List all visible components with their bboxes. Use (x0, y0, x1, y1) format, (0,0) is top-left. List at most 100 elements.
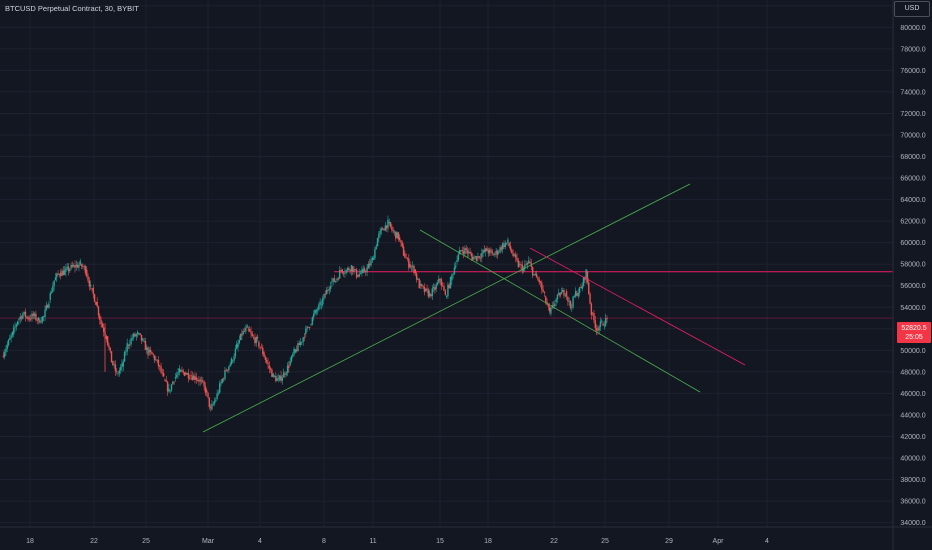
time-tick-label: 25 (142, 538, 150, 545)
descending-resistance-trendline (529, 247, 746, 366)
candle-body (232, 360, 234, 362)
candle-body (366, 267, 368, 273)
candle-body (241, 333, 243, 336)
candle-body (99, 315, 101, 320)
candle-body (2, 355, 5, 357)
candle-body (477, 256, 479, 258)
time-axis[interactable]: 18 22 25 Mar 4 8 11 15 18 22 25 29 Apr 4 (0, 526, 932, 545)
candle-body (119, 367, 122, 371)
candle-body (160, 366, 162, 373)
candle-body (453, 267, 456, 274)
candle-body (112, 361, 114, 365)
candle-body (541, 282, 543, 290)
candle-body (508, 242, 510, 246)
candle-body (488, 249, 491, 254)
candle-body (16, 321, 19, 325)
time-tick-label: 8 (322, 538, 326, 545)
candle-body (125, 351, 127, 353)
time-tick-label: Apr (713, 538, 725, 545)
candle-body (342, 272, 345, 274)
candle-body (331, 281, 333, 283)
candle-body (603, 325, 606, 327)
candle-body (365, 271, 367, 273)
symbol-title[interactable]: BTCUSD Perpetual Contract, 30, BYBIT (5, 4, 139, 13)
candle-body (604, 318, 607, 326)
time-tick-label: 22 (90, 538, 98, 545)
candle-body (198, 380, 200, 382)
price-tick-label: 80000.0 (900, 25, 925, 32)
candle-body (573, 296, 576, 298)
candle-body (486, 248, 488, 251)
candle-body (219, 383, 221, 393)
candle-body (290, 356, 293, 362)
time-tick-label: 4 (258, 538, 262, 545)
candle-body (542, 289, 544, 292)
candle-body (181, 369, 183, 371)
candle-body (146, 347, 148, 351)
candle-body (228, 366, 230, 371)
candle-body (147, 347, 149, 356)
price-tick-label: 58000.0 (900, 262, 925, 269)
candle-body (597, 328, 599, 331)
candle-body (264, 357, 267, 360)
candle-body (143, 341, 145, 342)
candle-body (419, 283, 422, 286)
candle-body (284, 374, 286, 375)
price-tick-label: 66000.0 (900, 176, 925, 183)
candle-body (74, 265, 76, 268)
candle-body (49, 293, 51, 300)
candle-body (298, 343, 300, 346)
currency-button[interactable]: USD (894, 1, 930, 17)
candle-body (130, 338, 132, 345)
candle-body (524, 264, 526, 269)
candle-body (123, 352, 126, 362)
horizontal-lines[interactable] (0, 271, 893, 319)
candle-body (251, 333, 254, 337)
candle-body (332, 278, 334, 282)
candle-body (483, 249, 486, 252)
candle-body (196, 379, 199, 381)
candle-body (233, 356, 235, 361)
candle-body (41, 316, 44, 322)
candle-body (496, 250, 499, 256)
candle-body (402, 246, 405, 256)
candle-body (212, 403, 214, 405)
candle-body (204, 386, 207, 393)
candle-body (191, 376, 194, 380)
candle-body (408, 258, 410, 268)
candle-body (355, 269, 358, 278)
price-axis[interactable]: 34000.0 36000.0 38000.0 40000.0 42000.0 44000… (892, 0, 926, 550)
candle-body (95, 301, 97, 305)
candle-body (78, 264, 80, 268)
candle-body (555, 299, 557, 302)
price-tick-label: 46000.0 (900, 391, 925, 398)
candle-body (382, 228, 384, 230)
candle-body (391, 226, 393, 230)
candle-body (132, 333, 135, 338)
candle-body (235, 344, 238, 349)
candle-body (189, 378, 191, 380)
candle-body (535, 273, 538, 278)
candle-body (481, 253, 483, 258)
candle-body (101, 323, 104, 328)
candle-body (443, 286, 445, 291)
candle-body (375, 246, 377, 250)
candle-body (185, 372, 187, 375)
candle-body (582, 277, 585, 286)
candle-body (572, 296, 574, 308)
candle-body (106, 336, 109, 346)
candle-body (593, 313, 595, 321)
candle-body (108, 345, 110, 348)
candle-body (14, 326, 16, 328)
candle-body (323, 294, 325, 299)
candle-body (550, 307, 552, 314)
last-price-badge (897, 322, 931, 343)
candle-body (322, 298, 324, 305)
candle-body (166, 381, 169, 392)
candle-body (341, 269, 344, 273)
trendlines[interactable] (202, 183, 746, 433)
candle-body (271, 369, 273, 377)
candle-body (320, 304, 323, 306)
candle-body (319, 301, 321, 305)
